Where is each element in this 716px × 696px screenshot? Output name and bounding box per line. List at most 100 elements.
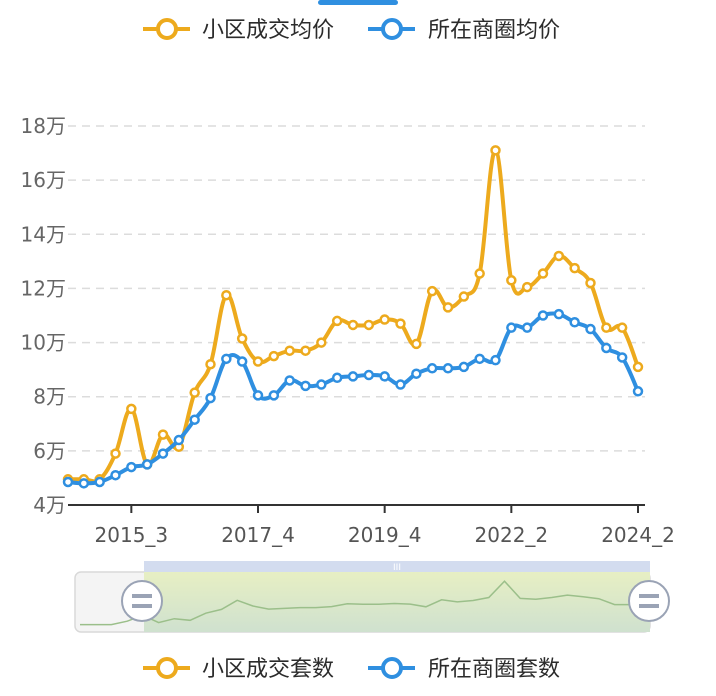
legend-bottom: 小区成交套数 所在商圈套数 bbox=[143, 657, 560, 682]
data-point[interactable] bbox=[395, 379, 406, 390]
y-tick-label: 16万 bbox=[21, 168, 66, 192]
x-tick-label: 2019_4 bbox=[348, 523, 422, 547]
data-point[interactable] bbox=[157, 448, 169, 459]
data-point[interactable] bbox=[205, 392, 216, 404]
data-point[interactable] bbox=[347, 371, 359, 382]
data-point[interactable] bbox=[506, 275, 517, 286]
y-tick-label: 12万 bbox=[21, 276, 66, 300]
data-point[interactable] bbox=[490, 354, 501, 366]
data-point[interactable] bbox=[157, 429, 169, 440]
data-point[interactable] bbox=[474, 353, 485, 365]
data-point[interactable] bbox=[426, 363, 438, 374]
data-point[interactable] bbox=[553, 308, 565, 320]
legend-item-count-2[interactable]: 所在商圈套数 bbox=[368, 657, 560, 682]
data-point[interactable] bbox=[110, 448, 121, 459]
active-tab-indicator bbox=[318, 0, 398, 5]
y-tick-label: 14万 bbox=[21, 222, 66, 246]
data-point[interactable] bbox=[537, 310, 549, 321]
series-line bbox=[68, 148, 640, 484]
x-tick-label: 2024_2 bbox=[601, 523, 675, 547]
data-point[interactable] bbox=[284, 345, 295, 356]
data-point[interactable] bbox=[585, 277, 596, 289]
data-point[interactable] bbox=[94, 476, 105, 488]
data-point[interactable] bbox=[521, 281, 533, 293]
data-point[interactable] bbox=[521, 322, 533, 333]
data-point[interactable] bbox=[331, 315, 343, 327]
data-point[interactable] bbox=[331, 372, 343, 384]
data-point[interactable] bbox=[426, 285, 438, 297]
handle-grip-icon bbox=[132, 594, 152, 608]
zoom-handle-right[interactable] bbox=[628, 580, 670, 622]
data-point[interactable] bbox=[284, 375, 295, 386]
data-point[interactable] bbox=[569, 262, 580, 274]
x-tick-label: 2017_4 bbox=[221, 523, 295, 547]
data-point[interactable] bbox=[585, 323, 596, 335]
handle-circle bbox=[121, 580, 163, 622]
data-point[interactable] bbox=[601, 342, 612, 354]
data-point[interactable] bbox=[221, 353, 232, 365]
legend-item-count-1[interactable]: 小区成交套数 bbox=[143, 657, 334, 682]
data-point[interactable] bbox=[458, 291, 470, 302]
data-point[interactable] bbox=[537, 268, 549, 279]
data-point[interactable] bbox=[474, 268, 485, 279]
series-layer bbox=[62, 145, 644, 489]
y-tick-label: 18万 bbox=[21, 114, 66, 138]
y-tick-label: 8万 bbox=[33, 385, 66, 409]
data-point[interactable] bbox=[506, 322, 517, 333]
data-point[interactable] bbox=[300, 345, 311, 356]
x-tick-label: 2015_3 bbox=[95, 523, 169, 547]
data-point[interactable] bbox=[363, 319, 375, 331]
data-point[interactable] bbox=[553, 250, 565, 262]
data-point[interactable] bbox=[395, 318, 406, 329]
data-point[interactable] bbox=[141, 459, 153, 470]
data-point[interactable] bbox=[268, 390, 280, 401]
data-point[interactable] bbox=[62, 476, 74, 488]
data-point[interactable] bbox=[189, 387, 200, 398]
data-point[interactable] bbox=[236, 356, 248, 367]
data-point[interactable] bbox=[300, 380, 311, 392]
data-point[interactable] bbox=[189, 414, 200, 425]
legend-item-series-2[interactable]: 所在商圈均价 bbox=[368, 18, 560, 43]
data-point[interactable] bbox=[442, 363, 454, 374]
zoom-window[interactable] bbox=[144, 572, 650, 632]
legend-marker-icon bbox=[156, 657, 178, 679]
data-point[interactable] bbox=[363, 369, 375, 381]
data-point[interactable] bbox=[616, 352, 628, 363]
data-point[interactable] bbox=[316, 379, 327, 390]
zoom-handle-left[interactable] bbox=[121, 580, 163, 622]
legend-label: 小区成交均价 bbox=[202, 18, 334, 43]
y-tick-label: 6万 bbox=[33, 439, 66, 463]
y-tick-label: 10万 bbox=[21, 331, 66, 355]
legend-item-series-1[interactable]: 小区成交均价 bbox=[143, 18, 334, 43]
data-point[interactable] bbox=[126, 461, 137, 473]
data-point[interactable] bbox=[205, 358, 216, 370]
x-tick-label: 2022_2 bbox=[475, 523, 549, 547]
data-point[interactable] bbox=[442, 302, 454, 313]
data-point[interactable] bbox=[616, 322, 628, 333]
data-point[interactable] bbox=[411, 368, 422, 379]
data-point[interactable] bbox=[173, 434, 185, 446]
data-point[interactable] bbox=[379, 371, 390, 382]
x-axis-ticks: 2015_3 2017_4 2019_4 2022_2 2024_2 bbox=[95, 505, 675, 547]
data-point[interactable] bbox=[347, 319, 359, 331]
zoom-slider[interactable]: III bbox=[74, 561, 670, 633]
data-point[interactable] bbox=[126, 403, 137, 415]
data-point[interactable] bbox=[252, 356, 264, 367]
data-point[interactable] bbox=[569, 317, 580, 328]
data-point[interactable] bbox=[379, 314, 390, 325]
data-point[interactable] bbox=[268, 350, 280, 362]
data-point[interactable] bbox=[316, 337, 327, 348]
data-point[interactable] bbox=[490, 145, 501, 156]
data-point[interactable] bbox=[632, 361, 644, 373]
data-point[interactable] bbox=[632, 386, 644, 397]
data-point[interactable] bbox=[411, 338, 422, 350]
data-point[interactable] bbox=[458, 361, 470, 373]
data-point[interactable] bbox=[78, 478, 90, 489]
data-point[interactable] bbox=[110, 469, 121, 481]
data-point[interactable] bbox=[252, 390, 264, 401]
data-point[interactable] bbox=[601, 322, 612, 333]
data-point[interactable] bbox=[236, 333, 248, 344]
data-point[interactable] bbox=[221, 289, 232, 301]
zoom-drag-bar[interactable] bbox=[144, 561, 650, 572]
